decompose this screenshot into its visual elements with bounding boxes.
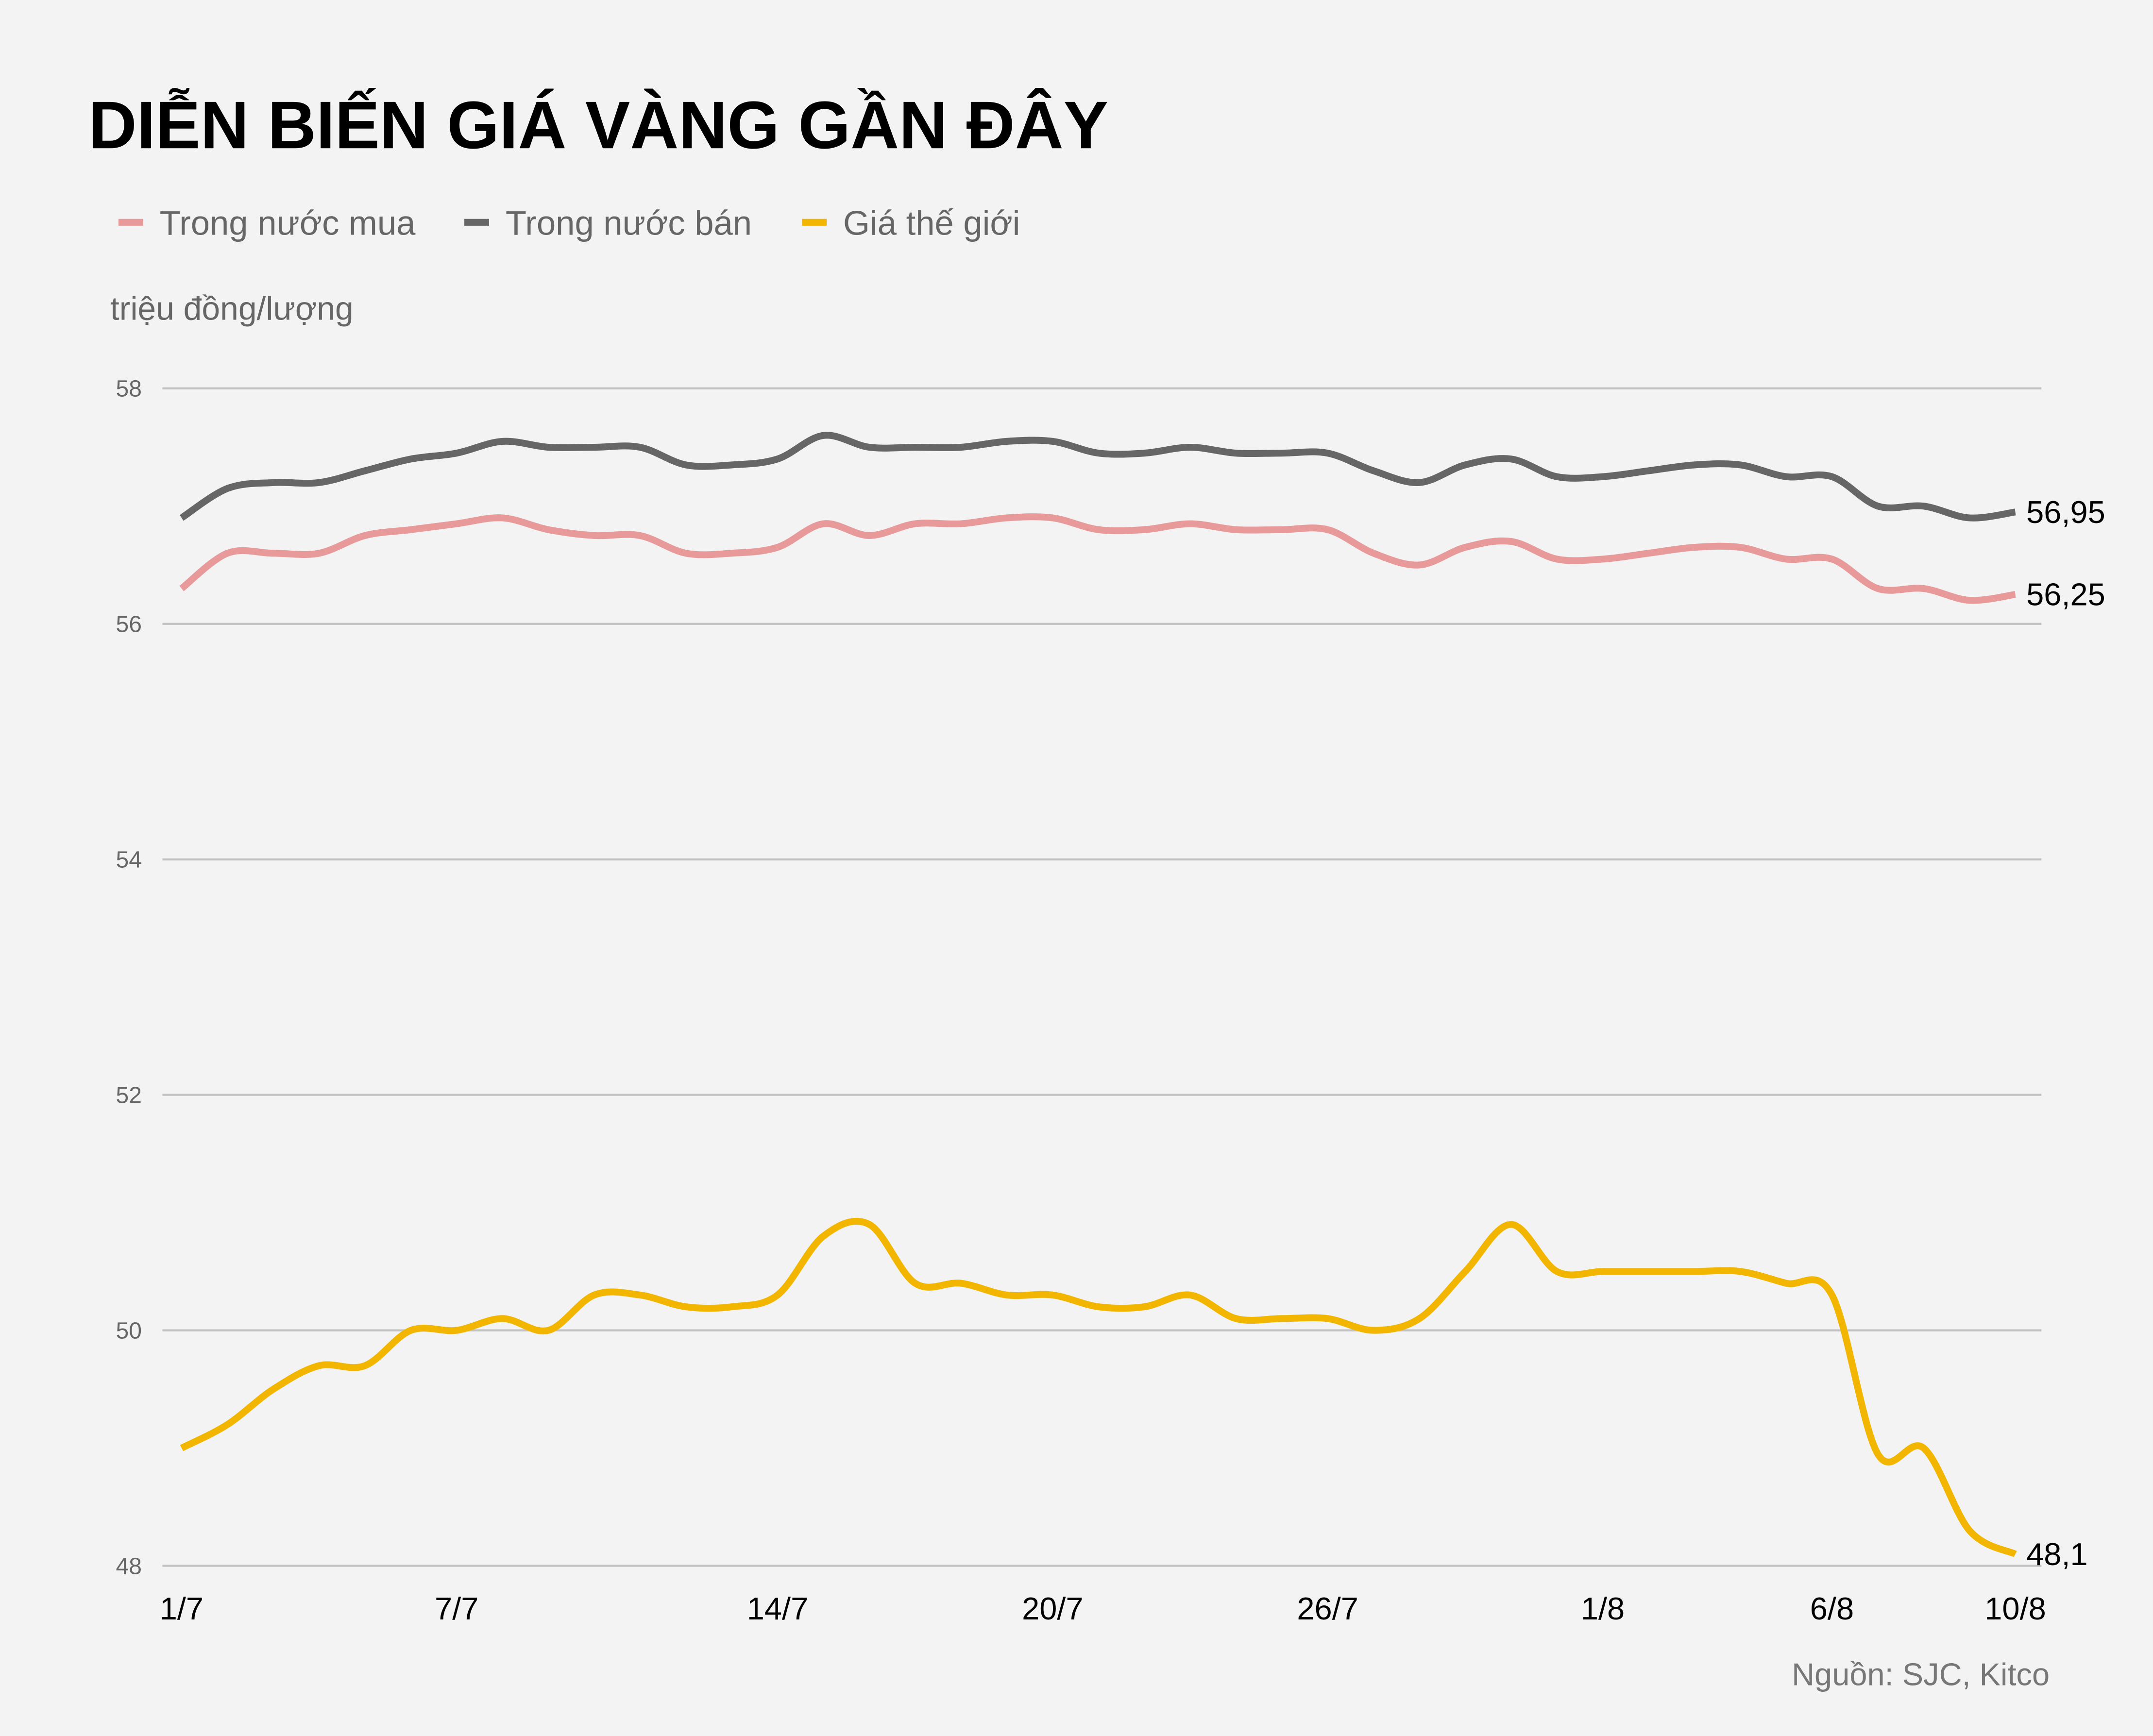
y-axis-unit-label: triệu đồng/lượng xyxy=(110,290,354,327)
legend-label-world: Giá thế giới xyxy=(843,203,1020,242)
x-tick-label: 20/7 xyxy=(1022,1591,1084,1626)
x-tick-label: 26/7 xyxy=(1297,1591,1358,1626)
end-value-label: 56,25 xyxy=(2026,577,2105,612)
end-labels: 56,25 56,95 48,1 xyxy=(2026,494,2105,1572)
x-axis-ticks: 1/7 7/7 14/7 20/7 26/7 1/8 6/8 10/8 xyxy=(160,1591,2046,1626)
legend-label-sell: Trong nước bán xyxy=(506,203,752,242)
legend-label-buy: Trong nước mua xyxy=(160,203,416,242)
series-lines xyxy=(179,432,2017,1557)
y-axis-ticks: 58 56 54 52 50 48 xyxy=(116,376,141,1580)
x-tick-label: 7/7 xyxy=(435,1591,478,1626)
x-tick-label: 6/8 xyxy=(1810,1591,1854,1626)
x-tick-label: 14/7 xyxy=(747,1591,809,1626)
gridlines xyxy=(162,387,2042,1567)
x-tick-label: 1/8 xyxy=(1581,1591,1625,1626)
x-tick-label: 10/8 xyxy=(1984,1591,2046,1626)
y-tick-label: 56 xyxy=(116,612,141,638)
y-tick-label: 58 xyxy=(116,376,141,402)
series-line-sell xyxy=(179,432,2016,522)
chart-title: DIỄN BIẾN GIÁ VÀNG GẦN ĐÂY xyxy=(88,87,1108,163)
x-tick-label: 1/7 xyxy=(160,1591,203,1626)
y-tick-label: 50 xyxy=(116,1318,141,1344)
end-value-label: 48,1 xyxy=(2026,1536,2088,1572)
series-line-world xyxy=(180,1217,2017,1557)
legend: Trong nước mua Trong nước bán Giá thế gi… xyxy=(118,203,1020,242)
series-line-buy xyxy=(179,513,2016,604)
y-tick-label: 52 xyxy=(116,1083,141,1109)
y-tick-label: 48 xyxy=(116,1554,141,1580)
y-tick-label: 54 xyxy=(116,847,141,873)
end-value-label: 56,95 xyxy=(2026,494,2105,530)
source-note: Nguồn: SJC, Kitco xyxy=(1792,1656,2050,1692)
